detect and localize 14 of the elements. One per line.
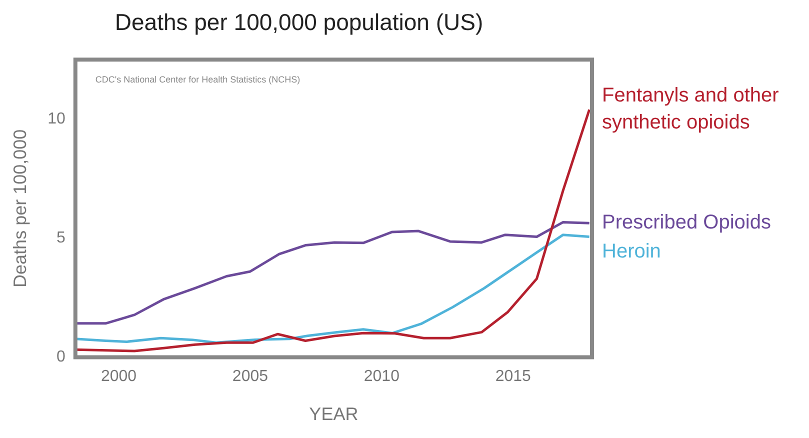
- x-tick-label: 2005: [232, 368, 268, 386]
- y-axis-title: Deaths per 100,000: [10, 129, 30, 288]
- y-tick-label: 5: [56, 230, 66, 247]
- x-tick-label: 2010: [364, 368, 400, 386]
- chart-title: Deaths per 100,000 population (US): [114, 9, 484, 36]
- y-tick-label: 0: [56, 348, 66, 366]
- y-tick-label: 10: [48, 110, 66, 128]
- series-label: Prescribed Opioids: [602, 212, 771, 234]
- x-axis-title: YEAR: [309, 404, 358, 424]
- x-tick-label: 2015: [495, 368, 532, 386]
- series-label: Heroin: [602, 240, 661, 263]
- x-tick-label: 2000: [100, 368, 137, 386]
- series-label: Fentanyls and other synthetic opioids: [602, 84, 780, 134]
- annotation: CDC's National Center for Health Statistics (NCHS): [95, 74, 300, 85]
